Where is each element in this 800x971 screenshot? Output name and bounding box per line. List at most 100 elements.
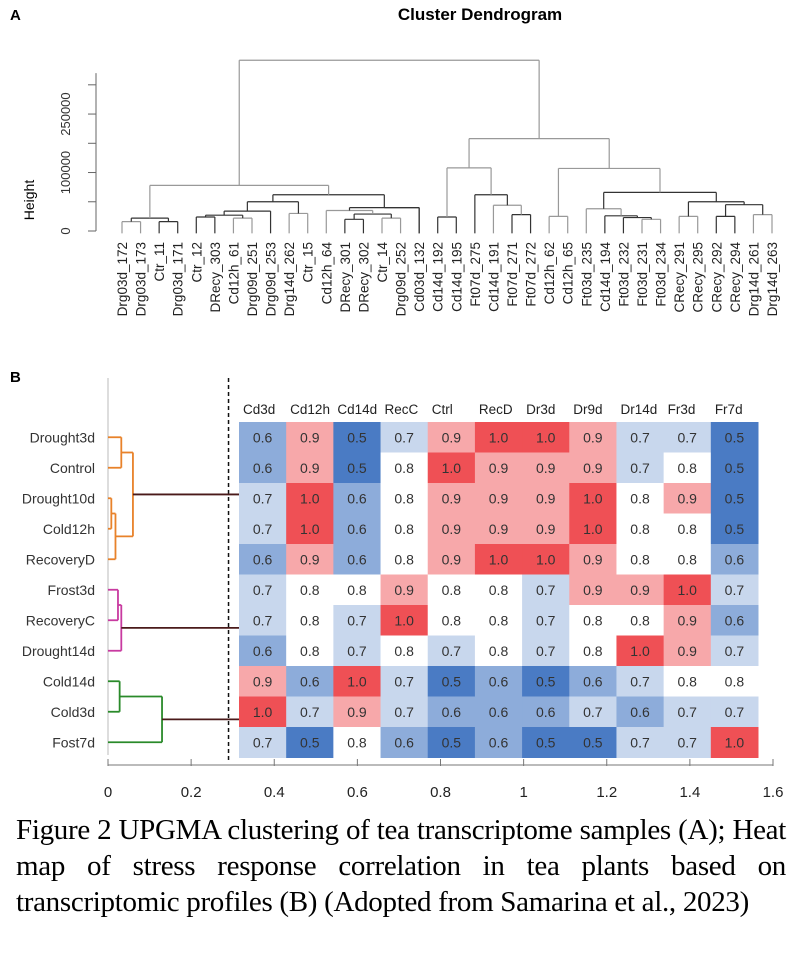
leaf-label: Cd14d_191: [486, 242, 501, 312]
cell-value: 0.9: [253, 673, 273, 689]
heatmap-cell: [474, 513, 523, 545]
cell-value: 0.7: [583, 704, 603, 720]
heatmap-cell: [239, 727, 287, 758]
leaf-label: Drg09d_253: [264, 242, 279, 316]
heatmap-cell: [333, 452, 382, 484]
heatmap-cell: [380, 727, 429, 758]
column-label: RecC: [385, 402, 419, 417]
cell-value: 0.7: [725, 704, 745, 720]
cell-value: 0.5: [442, 734, 462, 750]
heatmap-cell: [474, 544, 523, 575]
x-tick-label: 1: [519, 784, 527, 801]
cell-value: 0.9: [583, 582, 603, 598]
heatmap-cell: [427, 544, 476, 575]
x-tick-label: 1.2: [596, 784, 617, 801]
cell-value: 0.9: [442, 551, 462, 567]
heatmap-cell: [286, 635, 334, 667]
heatmap-cell: [286, 574, 334, 606]
y-tick-label: 0: [58, 227, 73, 234]
column-label: Cd12h: [290, 402, 330, 417]
column-label: Ctrl: [432, 402, 453, 417]
cell-value: 0.9: [347, 704, 367, 720]
cell-value: 0.8: [442, 612, 462, 628]
heatmap-cell: [380, 605, 429, 636]
cell-value: 0.7: [253, 490, 273, 506]
cell-value: 0.7: [253, 612, 273, 628]
cell-value: 0.7: [442, 643, 462, 659]
cell-value: 0.8: [630, 490, 650, 506]
heatmap-cell: [522, 483, 570, 514]
row-label: Drought10d: [22, 490, 95, 506]
heatmap-cell: [427, 513, 476, 545]
heatmap-cell: [663, 483, 712, 514]
x-tick-label: 0.2: [181, 784, 202, 801]
heatmap-cell: [522, 605, 570, 636]
cell-value: 0.7: [630, 673, 650, 689]
cell-value: 0.7: [347, 612, 367, 628]
heatmap-cell: [569, 574, 617, 606]
cell-value: 1.0: [253, 704, 273, 720]
cell-value: 0.9: [442, 521, 462, 537]
heatmap-cell: [239, 544, 287, 575]
x-tick-label: 0: [104, 784, 112, 801]
heatmap-cell: [286, 513, 334, 545]
cell-value: 0.5: [583, 734, 603, 750]
cell-value: 0.9: [630, 582, 650, 598]
heatmap-cell: [239, 422, 287, 453]
leaf-label: CRecy_292: [709, 242, 724, 313]
dendrogram-tree: [121, 59, 773, 234]
cell-value: 0.8: [300, 582, 320, 598]
leaf-label: Cd12h_65: [561, 242, 576, 304]
cell-value: 1.0: [677, 582, 697, 598]
leaf-label: Cd12h_62: [542, 242, 557, 304]
heatmap-cell: [522, 574, 570, 606]
cell-value: 1.0: [630, 643, 650, 659]
leaf-label: Drg14d_263: [765, 242, 780, 316]
cell-value: 0.5: [347, 429, 367, 445]
cell-value: 1.0: [442, 460, 462, 476]
dendrogram-title: Cluster Dendrogram: [398, 5, 562, 24]
cell-value: 0.8: [489, 643, 509, 659]
cell-value: 0.8: [677, 460, 697, 476]
cell-value: 0.8: [442, 582, 462, 598]
cell-value: 0.7: [253, 521, 273, 537]
cell-value: 0.5: [725, 490, 745, 506]
heatmap-cell: [333, 544, 382, 575]
leaf-label: DRecy_302: [356, 242, 371, 313]
cell-value: 0.5: [725, 521, 745, 537]
heatmap-cell: [427, 605, 476, 636]
cell-value: 1.0: [394, 612, 414, 628]
cell-value: 0.8: [583, 612, 603, 628]
heatmap-cell: [239, 666, 287, 697]
heatmap-cell: [333, 513, 382, 545]
heatmap-cell: [616, 574, 665, 606]
cell-value: 1.0: [489, 429, 509, 445]
cell-value: 0.9: [677, 490, 697, 506]
heatmap-cell: [333, 605, 382, 636]
panel-label-a: A: [10, 7, 21, 24]
leaf-label: Ft07d_272: [524, 242, 539, 307]
y-tick-label: 250000: [58, 92, 73, 135]
x-tick-label: 0.6: [347, 784, 368, 801]
cell-value: 0.9: [394, 582, 414, 598]
row-label: Drought3d: [30, 429, 95, 445]
cell-value: 0.8: [394, 490, 414, 506]
heatmap-cell: [663, 513, 712, 545]
heatmap-cell: [427, 574, 476, 606]
cell-value: 0.8: [300, 612, 320, 628]
leaf-label: Cd14d_192: [431, 242, 446, 312]
heatmap-cell: [522, 666, 570, 697]
heatmap-cell: [710, 422, 759, 453]
leaf-label: Ctr_12: [189, 242, 204, 283]
row-label: Cold12h: [43, 521, 95, 537]
heatmap-cell: [710, 727, 759, 758]
heatmap-cell: [710, 605, 759, 636]
y-tick-label: 100000: [58, 151, 73, 194]
cell-value: 0.5: [725, 460, 745, 476]
column-label: Fr7d: [715, 402, 743, 417]
heatmap-cell: [569, 513, 617, 545]
row-label: Fost7d: [52, 734, 95, 750]
y-axis-label: Height: [21, 180, 37, 221]
heatmap-cell: [616, 696, 665, 728]
cell-value: 0.6: [253, 429, 273, 445]
